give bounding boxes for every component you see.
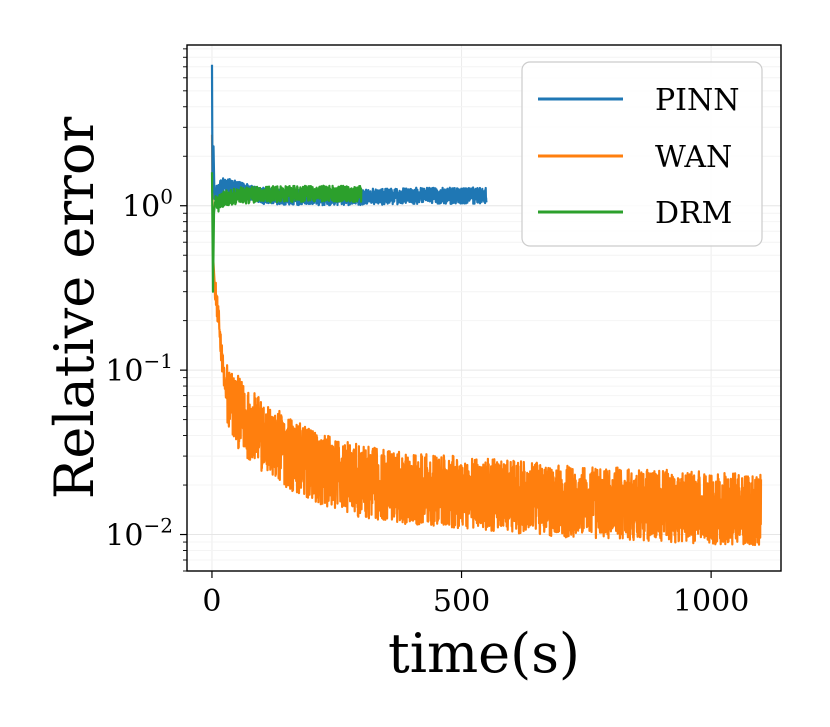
y-tick-label: 100 [122, 185, 173, 225]
legend-label-drm: DRM [655, 196, 732, 231]
x-axis-title: time(s) [388, 622, 580, 685]
series-line-wan [210, 134, 763, 547]
ticks: 0 500 1000 10−2 10−1 100 [105, 48, 749, 619]
y-tick-label: 10−1 [105, 349, 173, 389]
series-line-drm [210, 172, 363, 293]
legend-label-wan: WAN [655, 140, 732, 175]
legend: PINN WAN DRM [521, 61, 763, 247]
legend-label-pinn: PINN [655, 83, 740, 118]
x-tick-label: 500 [433, 584, 490, 619]
series-layer [210, 64, 763, 547]
x-tick-label: 1000 [673, 584, 749, 619]
y-tick-label: 10−2 [105, 514, 173, 554]
plot-frame [186, 44, 782, 572]
x-tick-label: 0 [202, 584, 221, 619]
legend-frame [521, 61, 763, 247]
y-axis-title: Relative error [43, 117, 106, 500]
